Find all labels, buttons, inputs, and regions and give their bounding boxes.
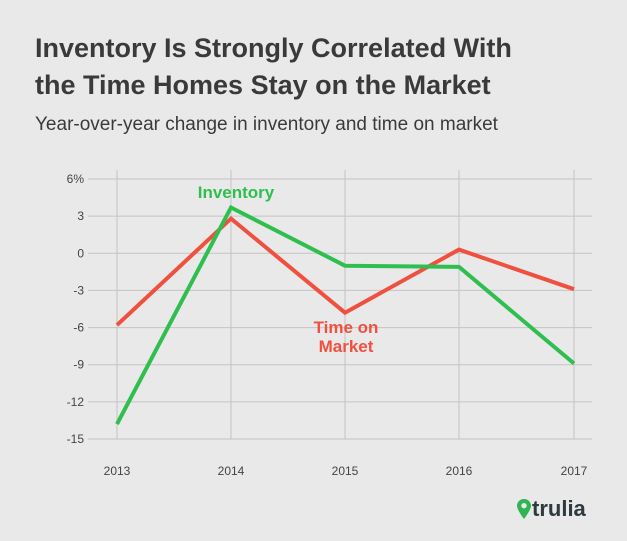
x-tick-label: 2016	[446, 464, 473, 478]
x-axis-ticks: 2013 2014 2015 2016 2017	[104, 464, 588, 478]
y-tick-label: -12	[67, 395, 85, 409]
chart-title: Inventory Is Strongly Correlated With th…	[35, 30, 605, 104]
x-tick-label: 2014	[218, 464, 245, 478]
series-label: Market	[319, 337, 374, 356]
y-tick-label: -6	[73, 321, 84, 335]
x-tick-label: 2017	[561, 464, 588, 478]
y-axis-ticks: 6% 3 0 -3 -6 -9 -12 -15	[67, 172, 85, 446]
logo-text: trulia	[532, 496, 586, 521]
y-tick-label: 3	[77, 209, 84, 223]
y-tick-label: -3	[73, 283, 84, 297]
y-tick-label: -15	[67, 432, 85, 446]
y-tick-label: 6%	[67, 172, 85, 186]
x-tick-label: 2013	[104, 464, 131, 478]
map-pin-icon	[517, 499, 531, 519]
series-lines	[115, 204, 576, 426]
chart-title-line-1: Inventory Is Strongly Correlated With	[35, 33, 512, 63]
chart-subtitle: Year-over-year change in inventory and t…	[35, 114, 498, 135]
series-label: Time on	[314, 318, 379, 337]
y-tick-label: 0	[77, 246, 84, 260]
x-tick-label: 2015	[332, 464, 359, 478]
series-label: Inventory	[198, 183, 275, 202]
y-tick-label: -9	[73, 358, 84, 372]
chart-title-line-2: the Time Homes Stay on the Market	[35, 70, 491, 100]
trulia-logo: trulia	[517, 496, 586, 522]
chart-grid	[88, 170, 592, 440]
